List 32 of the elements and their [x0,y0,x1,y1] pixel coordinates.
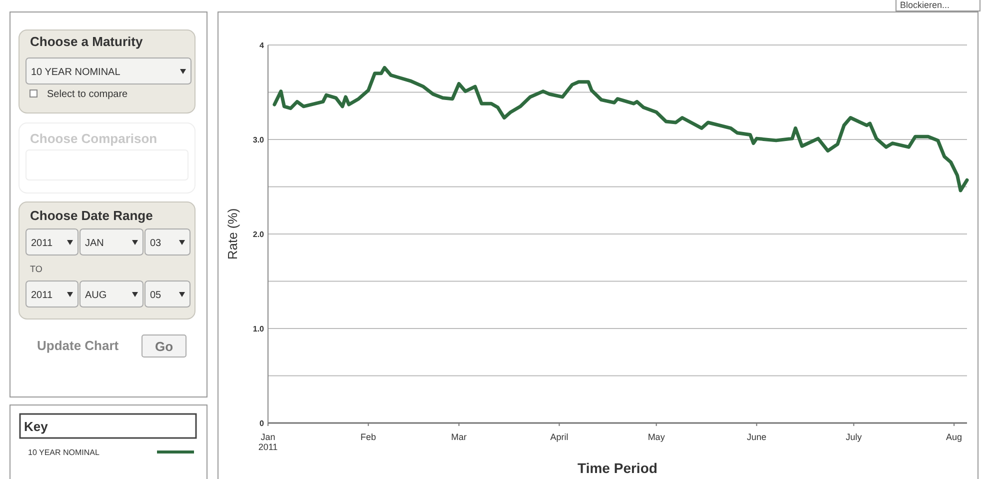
text: Choose a Maturity [30,34,144,49]
legend-title: Key [24,419,49,434]
text: Select to compare [47,89,128,100]
text: 2011 [31,238,53,249]
text: JAN [85,238,104,249]
x-tick-label: Feb [360,432,376,442]
text: Choose Date Range [30,208,153,223]
y-tick-label: 1.0 [252,324,265,334]
x-tick-label: Mar [451,432,467,442]
x-axis-title: Time Period [578,460,658,476]
y-tick-label: 3.0 [252,136,265,144]
x-tick-label: May [648,432,666,442]
x-tick-label: April [550,432,568,442]
x-tick-label: June [746,432,766,442]
text: 2011 [31,290,53,301]
text: AUG [85,290,107,301]
text: Update Chart [37,338,120,353]
y-axis-title: Rate (%) [225,208,240,260]
text: 03 [150,238,162,249]
y-tick-label: 2.0 [252,230,265,239]
text: Blockieren... [900,0,950,10]
text: 10 YEAR NOMINAL [28,448,100,457]
text: Go [154,339,174,354]
text: TO [30,264,42,274]
x-tick-label: Aug [946,432,962,442]
x-tick-label: Jan 2011 [258,432,278,452]
y-tick-label: 0 [260,419,265,428]
line-series [272,66,969,192]
y-tick-label: 4 [260,41,265,50]
x-tick-label: July [846,432,862,442]
text: 05 [150,290,162,301]
text: 10 YEAR NOMINAL [31,67,121,78]
